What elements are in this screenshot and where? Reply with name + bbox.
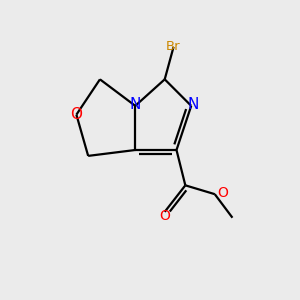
Text: O: O	[218, 186, 229, 200]
Text: O: O	[159, 209, 170, 223]
Text: N: N	[187, 97, 198, 112]
Text: Br: Br	[166, 40, 181, 53]
Text: N: N	[130, 97, 141, 112]
Text: O: O	[70, 107, 83, 122]
